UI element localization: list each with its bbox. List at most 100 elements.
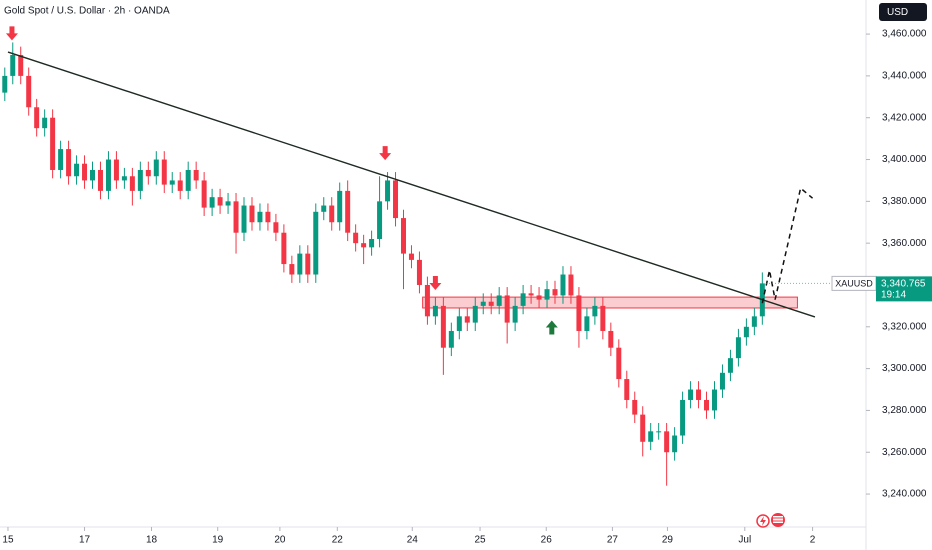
candle-body <box>353 232 359 244</box>
event-icon <box>760 516 766 526</box>
countdown-label: 19:14 <box>881 290 906 301</box>
candle-body <box>735 337 741 359</box>
candle-body <box>385 180 391 202</box>
candle-body <box>393 180 399 219</box>
candle-body <box>74 163 80 177</box>
candle-body <box>145 169 151 177</box>
signal-arrow <box>5 26 18 41</box>
candle-body <box>18 54 24 76</box>
signal-arrow <box>429 275 442 290</box>
y-tick-label: 3,440.000 <box>882 71 927 82</box>
candle-body <box>472 305 478 323</box>
x-tick-label: 22 <box>332 535 344 546</box>
candle-body <box>82 163 88 181</box>
candle-body <box>105 159 111 191</box>
candle-body <box>711 389 717 411</box>
candle-body <box>520 293 526 306</box>
candle-body <box>50 117 56 170</box>
candle-body <box>249 205 255 223</box>
candle-body <box>241 205 247 233</box>
candle-body <box>121 176 127 181</box>
last-price-box <box>876 276 932 302</box>
x-tick-label: 27 <box>607 535 619 546</box>
candle-body <box>672 435 678 453</box>
candle-body <box>185 169 191 191</box>
candle-body <box>488 301 494 306</box>
last-price-label: 3,340.765 <box>881 279 926 290</box>
candle-body <box>512 305 518 323</box>
candle-body <box>361 243 367 248</box>
candle-body <box>648 431 654 442</box>
candle-body <box>153 159 159 177</box>
signal-arrow <box>379 146 392 161</box>
candle-body <box>440 305 446 348</box>
candle-body <box>640 414 646 442</box>
candle-body <box>329 205 335 223</box>
candle-body <box>696 389 702 400</box>
candle-body <box>273 222 279 233</box>
candle-body <box>584 316 590 331</box>
y-tick-label: 3,380.000 <box>882 196 927 207</box>
candle-body <box>480 301 486 306</box>
y-tick-label: 3,420.000 <box>882 112 927 123</box>
resistance-zone <box>422 296 798 309</box>
candle-body <box>369 238 375 248</box>
candle-body <box>592 305 598 317</box>
candle-body <box>233 201 239 233</box>
candle-body <box>225 201 231 206</box>
y-tick-label: 3,360.000 <box>882 238 927 249</box>
y-tick-label: 3,240.000 <box>882 489 927 500</box>
candle-body <box>544 289 550 300</box>
candle-body <box>688 389 694 400</box>
candle-body <box>137 169 143 191</box>
x-tick-label: 19 <box>212 535 224 546</box>
candle-body <box>743 326 749 338</box>
candle-body <box>408 253 414 260</box>
candle-body <box>424 284 430 317</box>
candle-body <box>281 232 287 265</box>
candle-body <box>90 169 96 181</box>
x-tick-label: 26 <box>541 535 553 546</box>
candle-body <box>704 399 710 411</box>
x-tick-label: 25 <box>474 535 486 546</box>
y-tick-label: 3,400.000 <box>882 154 927 165</box>
y-tick-label: 3,320.000 <box>882 321 927 332</box>
candle-body <box>10 54 16 76</box>
candle-body <box>504 295 510 323</box>
y-tick-label: 3,280.000 <box>882 405 927 416</box>
candle-body <box>34 107 40 129</box>
candle-body <box>568 274 574 296</box>
candle-body <box>464 316 470 323</box>
currency-label: USD <box>887 7 908 18</box>
candle-body <box>400 218 406 254</box>
projection-path <box>761 186 814 304</box>
currency-box <box>879 3 927 21</box>
symbol-label: XAUUSD <box>835 278 873 288</box>
candle-body <box>751 316 757 327</box>
candle-body <box>664 431 670 453</box>
x-tick-label: 18 <box>146 535 158 546</box>
candle-body <box>727 358 733 373</box>
candle-body <box>217 197 223 206</box>
candle-body <box>297 253 303 275</box>
y-tick-label: 3,460.000 <box>882 29 927 40</box>
candle-body <box>680 399 686 436</box>
candle-body <box>496 295 502 306</box>
x-tick-label: 17 <box>79 535 91 546</box>
candle-body <box>313 211 319 275</box>
x-tick-label: 24 <box>407 535 419 546</box>
candle-body <box>616 347 622 380</box>
candle-body <box>129 176 135 191</box>
candle-body <box>66 149 72 177</box>
candle-body <box>456 316 462 331</box>
signal-arrow <box>545 320 558 335</box>
candle-body <box>58 149 64 170</box>
candle-body <box>576 295 582 331</box>
y-tick-label: 3,300.000 <box>882 363 927 374</box>
candle-body <box>600 305 606 331</box>
candle-body <box>337 190 343 223</box>
candle-body <box>719 372 725 390</box>
candle-body <box>448 330 454 348</box>
